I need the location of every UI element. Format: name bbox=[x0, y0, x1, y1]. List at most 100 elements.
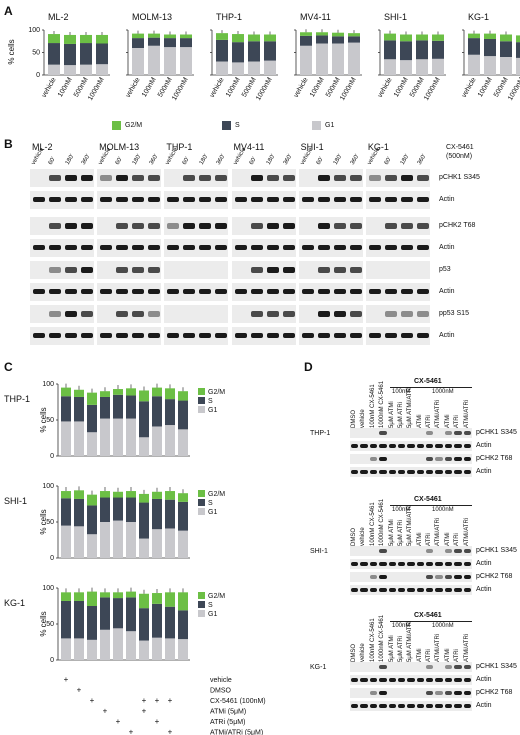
bar-s bbox=[61, 498, 71, 526]
lane-label: 5μM ATMi bbox=[388, 401, 395, 428]
bar-g2m bbox=[232, 34, 244, 43]
blot-row-label: pCHK1 S345 bbox=[476, 429, 517, 436]
blot-band bbox=[454, 704, 462, 708]
blot-panel bbox=[164, 327, 229, 345]
blot-band bbox=[416, 562, 425, 566]
blot-band bbox=[426, 470, 434, 474]
blot-band bbox=[444, 665, 453, 669]
blot-panel bbox=[231, 327, 296, 345]
time-label: 60' bbox=[383, 156, 393, 166]
bar-g1 bbox=[178, 429, 188, 456]
blot-band bbox=[100, 333, 113, 338]
blot-panel bbox=[298, 217, 363, 235]
blot-band bbox=[250, 267, 263, 273]
blot-row bbox=[30, 327, 433, 345]
bar-s bbox=[178, 400, 188, 430]
legend-label: G1 bbox=[208, 611, 217, 618]
blot-band bbox=[349, 223, 362, 229]
blot-cell-ml-2: ML-2 bbox=[32, 142, 53, 152]
panel-label-b: B bbox=[4, 137, 13, 151]
blot-row bbox=[30, 305, 433, 323]
blot-panel bbox=[97, 239, 162, 257]
legend-s-swatch bbox=[222, 121, 231, 130]
blot-band bbox=[183, 333, 196, 338]
legend-label: G1 bbox=[208, 407, 217, 414]
bar-g2m bbox=[178, 592, 188, 611]
bar-s bbox=[139, 608, 149, 641]
blot-band bbox=[426, 549, 434, 553]
blot-panel bbox=[164, 283, 229, 301]
bar-g2m bbox=[178, 391, 188, 401]
blot-band bbox=[234, 333, 247, 338]
panel-label-d: D bbox=[304, 360, 313, 374]
blot-band bbox=[444, 588, 453, 592]
blot-band bbox=[416, 444, 425, 448]
blot-band bbox=[81, 267, 94, 273]
legend-label: G2/M bbox=[208, 491, 225, 498]
blot-band bbox=[416, 175, 429, 181]
bar-g2m bbox=[87, 392, 97, 405]
blot-band bbox=[234, 289, 247, 294]
bar-g2m bbox=[139, 493, 149, 503]
legend-g2m-label: G2/M bbox=[125, 122, 143, 129]
x-tick-label: 100nM bbox=[393, 76, 410, 98]
legend-g1-swatch bbox=[312, 121, 321, 130]
y-tick-label: 100 bbox=[42, 585, 54, 592]
blot-band bbox=[317, 197, 330, 202]
plus-marker: + bbox=[129, 728, 134, 735]
bar-g1 bbox=[113, 628, 123, 660]
bar-s bbox=[484, 39, 496, 57]
bar-g1 bbox=[178, 639, 188, 660]
blot-band bbox=[301, 289, 314, 294]
blot-row-label: pCHK1 S345 bbox=[476, 547, 517, 554]
blot-band bbox=[435, 704, 443, 708]
blot-band bbox=[369, 678, 378, 682]
blot-band bbox=[397, 444, 406, 448]
blot-band bbox=[397, 588, 406, 592]
blot-band bbox=[368, 175, 381, 181]
blot-band bbox=[167, 289, 180, 294]
time-label: 60' bbox=[316, 156, 326, 166]
blot-band bbox=[416, 678, 425, 682]
blot-band bbox=[317, 245, 330, 250]
bar-g2m bbox=[300, 32, 312, 36]
blot-band bbox=[266, 289, 279, 294]
bar-g2m bbox=[80, 34, 92, 44]
blot-band bbox=[369, 704, 378, 708]
blot-band bbox=[81, 197, 94, 202]
blot-band bbox=[416, 245, 429, 250]
blot-band bbox=[215, 245, 228, 250]
blot-band bbox=[116, 267, 129, 273]
treatment-label: ATRi (5μM) bbox=[210, 719, 245, 726]
blot-panel bbox=[97, 305, 162, 323]
blot-band bbox=[116, 175, 129, 181]
bar-g1 bbox=[61, 638, 71, 660]
blot-band bbox=[444, 470, 453, 474]
bar-g2m bbox=[61, 387, 71, 397]
legend-swatch bbox=[198, 601, 205, 608]
blot-band bbox=[368, 289, 381, 294]
blot-band bbox=[349, 197, 362, 202]
blot-band bbox=[65, 245, 78, 250]
blot-band bbox=[369, 444, 378, 448]
blot-panel bbox=[164, 169, 229, 187]
blot-band bbox=[416, 197, 429, 202]
x-tick-label: 1000nM bbox=[87, 76, 106, 102]
bar-g2m bbox=[165, 388, 175, 400]
blot-band bbox=[282, 333, 295, 338]
blot-band bbox=[148, 333, 161, 338]
blot-band bbox=[266, 197, 279, 202]
lane-label: 5μM ATRi bbox=[397, 401, 404, 428]
blot-band bbox=[463, 665, 471, 669]
x-tick-label: 500nM bbox=[241, 76, 258, 98]
blot-band bbox=[379, 457, 387, 461]
legend-swatch bbox=[198, 388, 205, 395]
blot-band bbox=[369, 457, 378, 461]
bar-g2m bbox=[148, 33, 160, 38]
blot-band bbox=[454, 444, 462, 448]
blot-band bbox=[132, 175, 145, 181]
bar-s bbox=[113, 394, 123, 419]
blot-band bbox=[400, 223, 413, 229]
bar-g1 bbox=[400, 60, 412, 75]
time-label: 360' bbox=[417, 153, 428, 166]
